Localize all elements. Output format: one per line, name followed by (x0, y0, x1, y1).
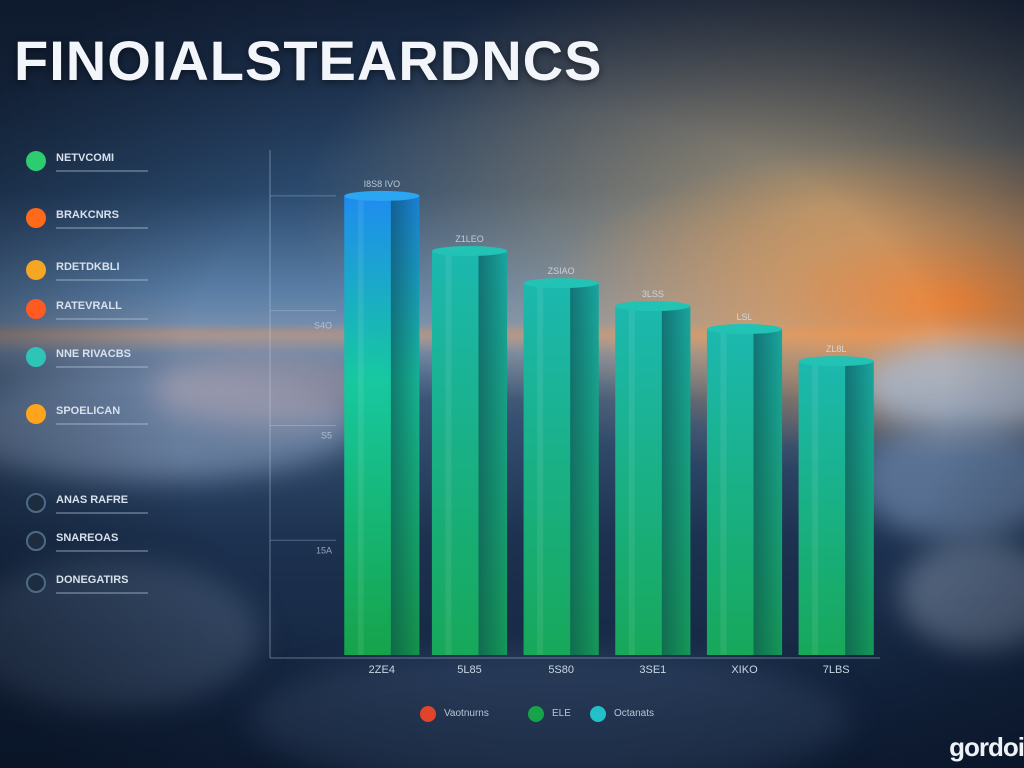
chart-axes (269, 150, 880, 659)
chart-gridlines (270, 195, 336, 541)
x-tick-label: 7LBS (823, 664, 850, 676)
legend-swatch (528, 706, 544, 722)
side-legend-item: SPOELICAN (22, 403, 242, 433)
bar-top-cap (344, 190, 420, 201)
legend-label: Octanats (614, 708, 655, 719)
data-label: ZL8L (826, 344, 847, 354)
data-label: ZSIAO (548, 266, 575, 276)
data-label: I8S8 IVO (364, 179, 401, 189)
legend-label: NETVCOMI (56, 152, 115, 164)
legend-swatch (26, 573, 46, 593)
legend-label: ELE (552, 708, 571, 719)
bar-top-cap (523, 278, 599, 289)
legend-swatch (26, 404, 46, 424)
legend-swatch (26, 260, 46, 280)
legend-swatch (26, 151, 46, 171)
bar-side-shade (845, 361, 874, 655)
x-tick-label: 5L85 (457, 664, 481, 676)
legend-label: DONEGATIRS (56, 574, 129, 586)
legend-swatch (590, 706, 606, 722)
side-legend-item: DONEGATIRS (22, 572, 242, 602)
chart-labels: S4O S5 15A I8S8 IVO 2ZE4 Z1LEO 5L85 ZSIAO 5S80 3L… (314, 179, 850, 676)
bar-highlight (537, 283, 544, 655)
legend-swatch (26, 208, 46, 228)
side-legend-item: RATEVRALL (22, 298, 242, 328)
legend-swatch (420, 706, 436, 722)
legend-sublabel-line (56, 366, 148, 368)
bar-side-shade (478, 251, 508, 655)
legend-sublabel-line (56, 592, 148, 594)
legend-swatch (26, 531, 46, 551)
bar-top-cap (431, 246, 508, 256)
bar-highlight (628, 306, 635, 655)
bottom-legend: Vaotnurns ELE Octanats (420, 704, 680, 724)
x-tick-label: XIKO (731, 664, 758, 676)
chart-bars (344, 190, 874, 655)
bar-side-shade (390, 195, 420, 655)
brand-logo: gordoi (949, 732, 1024, 762)
legend-label: RATEVRALL (56, 300, 122, 312)
legend-label: SNAREOAS (56, 532, 119, 544)
legend-label: SPOELICAN (56, 405, 121, 417)
side-legend-item: SNAREOAS (22, 530, 242, 560)
bar-side-shade (753, 329, 783, 655)
x-tick-label: 2ZE4 (369, 664, 395, 676)
bar-highlight (357, 195, 364, 655)
bar-top-cap (706, 324, 783, 335)
legend-swatch (26, 347, 46, 367)
legend-sublabel-line (56, 318, 148, 320)
legend-label: NNE RIVACBS (56, 348, 131, 360)
data-label: LSL (736, 312, 752, 322)
x-tick-label: 3SE1 (639, 664, 666, 676)
legend-sublabel-line (56, 227, 148, 229)
data-label: Z1LEO (455, 234, 484, 244)
legend-label: ANAS RAFRE (56, 494, 129, 506)
bar-top-cap (615, 301, 691, 312)
side-legend-item: NNE RIVACBS (22, 346, 242, 376)
bar-side-shade (661, 306, 691, 655)
side-legend-item: RDETDKBLI (22, 259, 242, 289)
y-tick-label: 15A (316, 545, 332, 555)
y-tick-label: S5 (321, 431, 332, 441)
data-label: 3LSS (642, 289, 664, 299)
legend-label: RDETDKBLI (56, 261, 120, 273)
bar-top-cap (798, 356, 874, 367)
side-legend-item: ANAS RAFRE (22, 492, 242, 522)
side-legend-item: NETVCOMI (22, 150, 242, 180)
legend-sublabel-line (56, 512, 148, 514)
legend-swatch (26, 299, 46, 319)
legend-sublabel-line (56, 423, 148, 425)
bar-side-shade (570, 283, 599, 655)
legend-label: Vaotnurns (444, 708, 489, 719)
bar-highlight (812, 361, 819, 655)
x-tick-label: 5S80 (548, 664, 574, 676)
legend-label: BRAKCNRS (56, 209, 119, 221)
legend-sublabel-line (56, 550, 148, 552)
y-tick-label: S4O (314, 320, 332, 330)
legend-sublabel-line (56, 279, 148, 281)
side-legend-item: BRAKCNRS (22, 207, 242, 237)
legend-swatch (26, 493, 46, 513)
legend-sublabel-line (56, 170, 148, 172)
page-title: FINOIALSTEARDNCS (14, 29, 603, 92)
bar-highlight (445, 251, 452, 655)
bar-highlight (720, 329, 727, 655)
